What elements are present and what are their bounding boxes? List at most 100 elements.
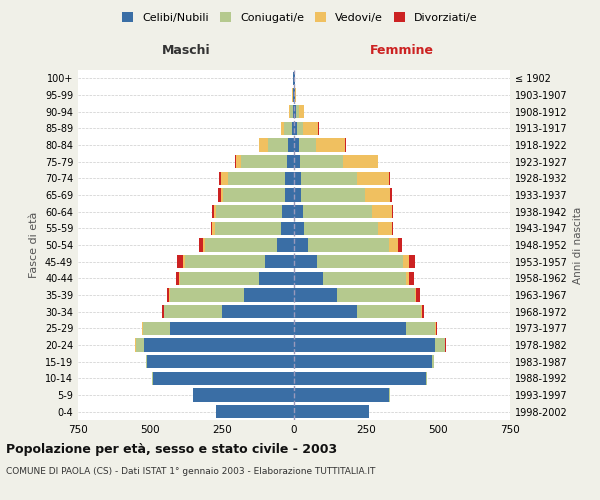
Bar bbox=[294, 272, 323, 285]
Bar bbox=[403, 255, 409, 268]
Bar bbox=[294, 205, 302, 218]
Bar bbox=[301, 188, 365, 202]
Bar bbox=[259, 272, 294, 285]
Bar bbox=[435, 338, 445, 351]
Bar bbox=[294, 372, 427, 385]
Bar bbox=[432, 355, 434, 368]
Bar bbox=[215, 222, 281, 235]
Bar bbox=[287, 155, 294, 168]
Bar bbox=[219, 172, 221, 185]
Bar bbox=[178, 255, 183, 268]
Bar bbox=[294, 355, 432, 368]
Bar bbox=[422, 305, 424, 318]
Bar bbox=[147, 355, 294, 368]
Bar bbox=[214, 205, 216, 218]
Bar bbox=[281, 222, 294, 235]
Bar bbox=[169, 288, 170, 302]
Bar bbox=[294, 222, 304, 235]
Bar bbox=[283, 205, 294, 218]
Bar bbox=[316, 138, 345, 151]
Bar bbox=[294, 122, 297, 135]
Bar bbox=[211, 222, 212, 235]
Text: Maschi: Maschi bbox=[161, 44, 211, 57]
Bar bbox=[377, 155, 379, 168]
Bar bbox=[244, 288, 294, 302]
Bar bbox=[293, 105, 294, 118]
Bar bbox=[221, 172, 228, 185]
Bar bbox=[294, 172, 301, 185]
Bar bbox=[308, 238, 389, 252]
Bar bbox=[294, 338, 435, 351]
Bar bbox=[170, 322, 294, 335]
Bar bbox=[235, 155, 236, 168]
Bar bbox=[170, 288, 244, 302]
Bar bbox=[294, 405, 369, 418]
Bar bbox=[277, 238, 294, 252]
Bar bbox=[300, 155, 343, 168]
Text: Popolazione per età, sesso e stato civile - 2003: Popolazione per età, sesso e stato civil… bbox=[6, 442, 337, 456]
Bar bbox=[179, 272, 180, 285]
Bar bbox=[221, 188, 223, 202]
Bar bbox=[421, 305, 422, 318]
Bar bbox=[212, 222, 215, 235]
Bar bbox=[289, 105, 290, 118]
Bar bbox=[392, 205, 394, 218]
Bar bbox=[415, 288, 416, 302]
Bar bbox=[199, 238, 203, 252]
Bar bbox=[163, 305, 164, 318]
Bar bbox=[218, 188, 221, 202]
Bar bbox=[167, 288, 169, 302]
Bar bbox=[295, 88, 296, 102]
Bar bbox=[185, 255, 265, 268]
Bar bbox=[284, 122, 292, 135]
Bar bbox=[372, 205, 392, 218]
Legend: Celibi/Nubili, Coniugati/e, Vedovi/e, Divorziati/e: Celibi/Nubili, Coniugati/e, Vedovi/e, Di… bbox=[118, 8, 482, 28]
Bar bbox=[406, 272, 409, 285]
Bar bbox=[392, 222, 394, 235]
Bar bbox=[294, 155, 300, 168]
Bar bbox=[294, 88, 295, 102]
Bar bbox=[436, 322, 437, 335]
Bar bbox=[294, 188, 301, 202]
Bar bbox=[409, 272, 413, 285]
Bar bbox=[136, 338, 144, 351]
Bar bbox=[302, 122, 319, 135]
Bar bbox=[286, 188, 294, 202]
Y-axis label: Anni di nascita: Anni di nascita bbox=[573, 206, 583, 284]
Bar bbox=[228, 172, 286, 185]
Bar bbox=[297, 122, 302, 135]
Bar bbox=[299, 138, 316, 151]
Bar bbox=[293, 88, 294, 102]
Bar bbox=[409, 255, 415, 268]
Bar bbox=[299, 105, 304, 118]
Bar bbox=[143, 322, 170, 335]
Bar bbox=[281, 122, 284, 135]
Bar bbox=[435, 322, 436, 335]
Bar bbox=[268, 138, 288, 151]
Text: COMUNE DI PAOLA (CS) - Dati ISTAT 1° gennaio 2003 - Elaborazione TUTTITALIA.IT: COMUNE DI PAOLA (CS) - Dati ISTAT 1° gen… bbox=[6, 468, 376, 476]
Bar bbox=[216, 205, 283, 218]
Bar bbox=[406, 322, 435, 335]
Bar bbox=[290, 105, 293, 118]
Bar bbox=[292, 122, 294, 135]
Bar bbox=[265, 255, 294, 268]
Bar bbox=[152, 372, 153, 385]
Bar bbox=[193, 388, 294, 402]
Bar bbox=[358, 172, 389, 185]
Bar bbox=[294, 288, 337, 302]
Bar bbox=[288, 138, 294, 151]
Bar bbox=[205, 238, 277, 252]
Bar bbox=[294, 305, 358, 318]
Bar bbox=[304, 222, 377, 235]
Bar bbox=[389, 238, 398, 252]
Bar bbox=[343, 155, 377, 168]
Bar bbox=[294, 238, 308, 252]
Bar bbox=[301, 172, 358, 185]
Bar bbox=[212, 205, 214, 218]
Bar bbox=[223, 188, 286, 202]
Bar bbox=[337, 288, 415, 302]
Y-axis label: Fasce di età: Fasce di età bbox=[29, 212, 39, 278]
Bar bbox=[391, 188, 392, 202]
Bar bbox=[294, 105, 296, 118]
Bar bbox=[358, 305, 421, 318]
